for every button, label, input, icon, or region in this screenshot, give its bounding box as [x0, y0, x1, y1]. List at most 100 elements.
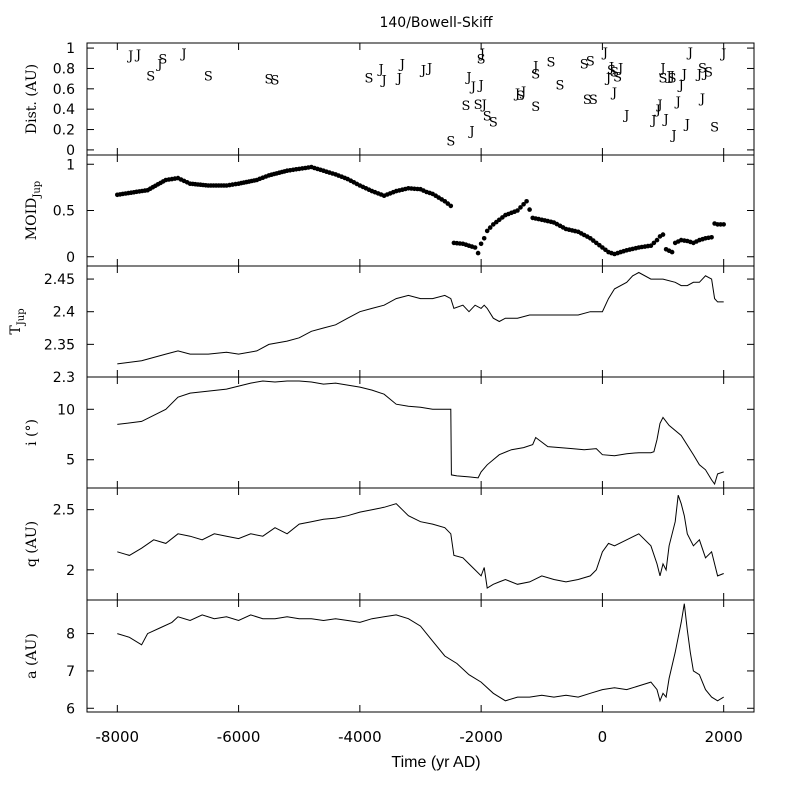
- encounter-marker-J: J: [398, 57, 405, 72]
- panel-frame: [86, 154, 755, 267]
- y-axis-label: q (AU): [24, 521, 40, 567]
- encounter-marker-S: S: [477, 52, 486, 67]
- y-tick-label: 2: [66, 563, 75, 579]
- series-line-a: [117, 603, 724, 703]
- encounter-marker-S: S: [365, 72, 374, 87]
- encounter-marker-J: J: [395, 72, 402, 87]
- x-tick-label: -4000: [338, 728, 382, 746]
- data-point: [448, 203, 454, 209]
- encounter-marker-J: J: [658, 61, 665, 76]
- encounter-marker-J: J: [655, 98, 662, 113]
- data-point: [709, 235, 714, 240]
- encounter-marker-J: J: [531, 59, 538, 74]
- data-point: [497, 217, 502, 223]
- y-tick-label: 0.6: [53, 82, 75, 98]
- encounter-marker-S: S: [446, 135, 455, 150]
- encounter-marker-S: S: [264, 73, 273, 88]
- series-line-incl: [117, 380, 724, 486]
- y-tick-label: 2.5: [53, 503, 75, 519]
- y-axis-label: TJup: [8, 308, 27, 334]
- data-point: [518, 205, 523, 210]
- encounter-marker-S: S: [668, 72, 677, 87]
- x-tick-label: 0: [598, 728, 608, 746]
- data-point: [475, 250, 481, 256]
- y-tick-label: 2.3: [53, 370, 75, 386]
- encounter-marker-S: S: [580, 57, 589, 72]
- encounter-marker-J: J: [478, 47, 485, 62]
- series-line-tjup: [117, 271, 724, 365]
- encounter-marker-J: J: [661, 112, 668, 127]
- x-tick-label: -2000: [459, 728, 503, 746]
- y-tick-label: 0.2: [53, 123, 75, 139]
- encounter-marker-J: J: [686, 46, 693, 61]
- panel-q: 2 2.5 q (AU): [24, 487, 755, 601]
- encounter-marker-J: J: [667, 70, 674, 85]
- data-point: [515, 208, 520, 213]
- y-tick-label: 2.35: [44, 337, 75, 353]
- encounter-marker-S: S: [531, 68, 540, 83]
- data-point: [648, 243, 654, 248]
- data-point: [487, 225, 493, 230]
- encounter-marker-J: J: [695, 68, 702, 83]
- x-tick-label: -6000: [217, 728, 261, 746]
- encounter-marker-S: S: [158, 52, 167, 67]
- y-tick-label: 6: [66, 701, 75, 717]
- encounter-marker-S: S: [483, 109, 492, 124]
- encounter-marker-J: J: [376, 63, 383, 78]
- encounter-marker-J: J: [610, 86, 617, 101]
- encounter-marker-S: S: [583, 93, 592, 108]
- encounter-marker-J: J: [155, 57, 162, 72]
- y-tick-label: 0: [66, 250, 75, 266]
- y-axis-label: a (AU): [24, 633, 40, 679]
- data-point: [527, 207, 532, 212]
- encounter-marker-J: J: [674, 95, 681, 110]
- y-tick-label: 8: [66, 627, 75, 643]
- panel-frame: [86, 487, 755, 601]
- y-axis-label: i (°): [24, 419, 40, 446]
- x-tick-label: 2000: [705, 728, 743, 746]
- encounter-marker-J: J: [669, 129, 676, 144]
- y-tick-label: 0.5: [53, 204, 75, 220]
- y-axis-label: MOIDJup: [24, 181, 43, 240]
- encounter-marker-J: J: [513, 87, 520, 102]
- data-point: [669, 249, 675, 255]
- panel-frame: [86, 42, 755, 156]
- series-line-q: [117, 495, 724, 589]
- encounter-marker-S: S: [271, 74, 280, 89]
- y-tick-label: 1: [66, 157, 75, 173]
- encounter-marker-J: J: [476, 79, 483, 94]
- encounter-marker-J: J: [379, 74, 386, 89]
- encounter-marker-J: J: [654, 103, 661, 118]
- encounter-marker-S: S: [204, 70, 213, 85]
- encounter-marker-S: S: [546, 55, 555, 70]
- y-tick-label: 7: [66, 664, 75, 680]
- encounter-marker-J: J: [719, 47, 726, 62]
- panel-frame: [86, 599, 755, 713]
- y-axis-label: Dist. (AU): [24, 64, 40, 134]
- encounter-marker-J: J: [467, 125, 474, 140]
- panel-frame: [86, 265, 755, 378]
- encounter-marker-J: J: [425, 61, 432, 76]
- x-axis-label: Time (yr AD): [391, 754, 480, 771]
- encounter-marker-J: J: [464, 71, 471, 86]
- chart-title: 140/Bowell-Skiff: [379, 15, 492, 31]
- data-point: [481, 236, 487, 241]
- encounter-marker-J: J: [519, 85, 526, 100]
- encounter-marker-S: S: [704, 66, 713, 81]
- encounter-marker-S: S: [710, 121, 719, 136]
- y-tick-label: 1: [66, 41, 75, 57]
- encounter-marker-S: S: [610, 66, 619, 81]
- encounter-marker-S: S: [659, 72, 668, 87]
- encounter-marker-S: S: [586, 54, 595, 69]
- encounter-marker-J: J: [126, 49, 133, 64]
- encounter-marker-J: J: [698, 92, 705, 107]
- encounter-marker-J: J: [680, 68, 687, 83]
- encounter-marker-J: J: [419, 64, 426, 79]
- encounter-marker-S: S: [462, 99, 471, 114]
- x-tick-label: -8000: [96, 728, 140, 746]
